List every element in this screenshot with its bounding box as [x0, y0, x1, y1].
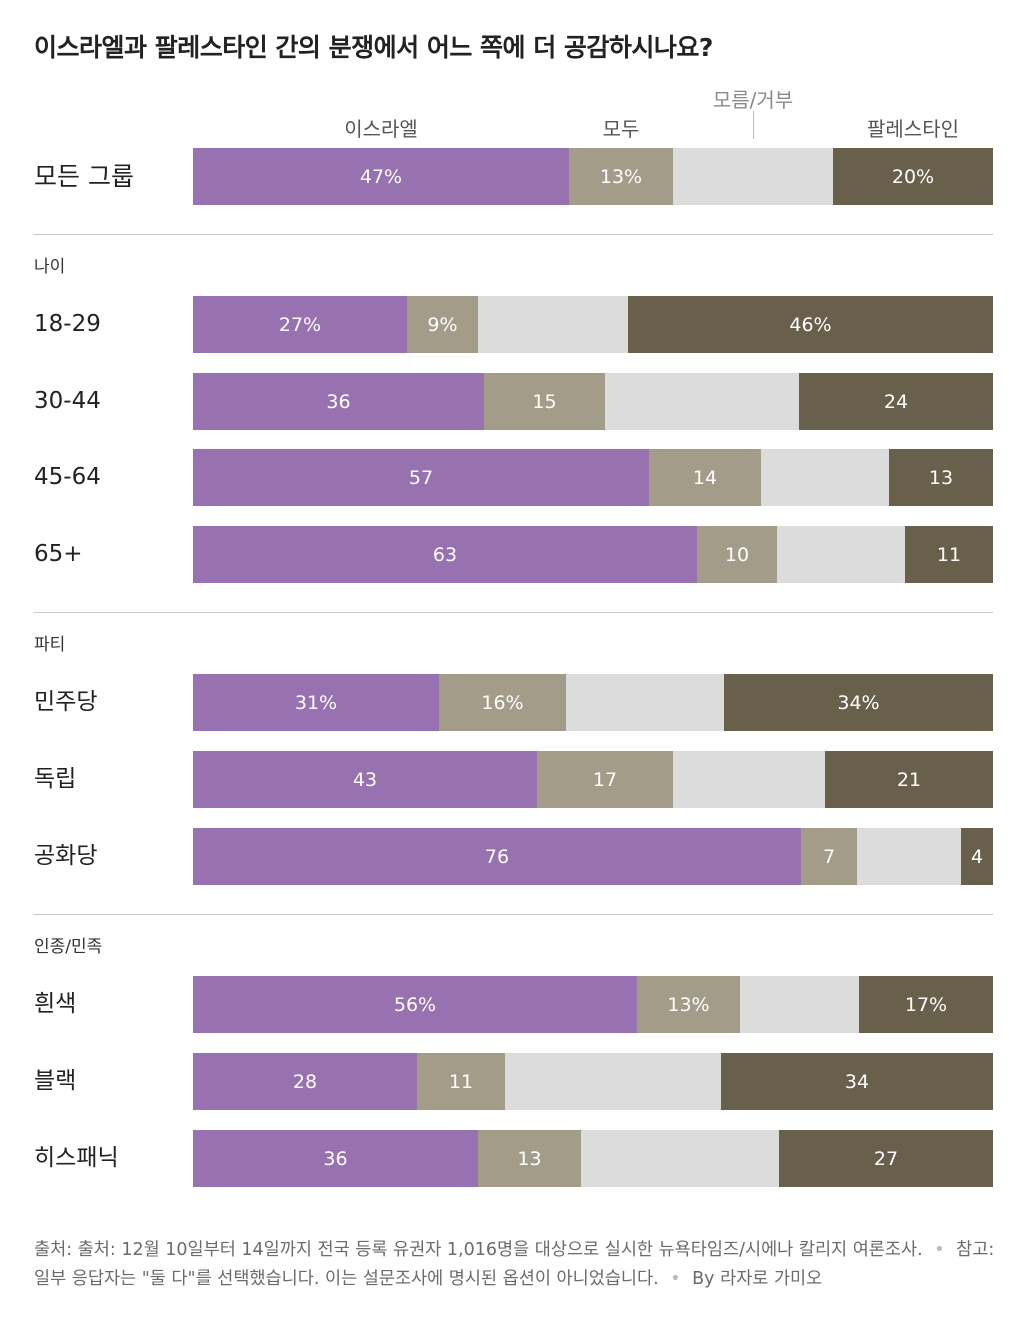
bar-segment-refuse [581, 1130, 779, 1187]
bar-segment-both: 14 [649, 449, 761, 506]
section-label: 파티 [34, 635, 66, 655]
bar-segment-both: 7 [801, 828, 857, 885]
stacked-bar: 76 7 4 [193, 828, 993, 885]
section-label: 인종/민족 [34, 937, 103, 957]
legend-label-0: 이스라엘 [344, 117, 418, 141]
stacked-bar: 28 11 34 [193, 1053, 993, 1110]
bar-segment-refuse [857, 828, 961, 885]
bar-segment-palestine: 4 [961, 828, 993, 885]
bar-segment-both: 17 [537, 751, 673, 808]
row-label: 모든 그룹 [34, 162, 134, 191]
row-label: 30-44 [34, 388, 101, 414]
bar-segment-both: 13 [478, 1130, 581, 1187]
bar-segment-refuse [566, 674, 724, 731]
stacked-bar: 47% 13% 20% [193, 148, 993, 205]
bar-segment-israel: 47% [193, 148, 569, 205]
separator-dot: • [934, 1240, 945, 1260]
bar-segment-palestine: 13 [889, 449, 993, 506]
separator-dot: • [670, 1269, 681, 1289]
bar-segment-both: 10 [697, 526, 777, 583]
bar-segment-palestine: 21 [825, 751, 993, 808]
bar-segment-both: 13% [569, 148, 673, 205]
stacked-bar: 57 14 13 [193, 449, 993, 506]
bar-segment-israel: 28 [193, 1053, 417, 1110]
bar-segment-palestine: 27 [779, 1130, 993, 1187]
bar-segment-refuse [605, 373, 799, 430]
row-label: 민주당 [34, 689, 98, 715]
bar-segment-israel: 76 [193, 828, 801, 885]
bar-segment-israel: 27% [193, 296, 407, 353]
bar-segment-palestine: 46% [628, 296, 993, 353]
legend-label-1: 모두 [602, 117, 640, 141]
row-label: 45-64 [34, 464, 101, 490]
credit-text: By 라자로 가미오 [692, 1269, 823, 1289]
section-divider [34, 612, 993, 613]
legend-label-3: 팔레스타인 [867, 117, 959, 141]
section-divider [34, 914, 993, 915]
bar-segment-refuse [673, 148, 833, 205]
bar-segment-refuse [777, 526, 905, 583]
bar-segment-israel: 36 [193, 373, 484, 430]
row-label: 18-29 [34, 311, 101, 337]
bar-segment-refuse [478, 296, 628, 353]
stacked-bar: 63 10 11 [193, 526, 993, 583]
source-text: 출처: 출처: 12월 10일부터 14일까지 전국 등록 유권자 1,016명… [34, 1240, 923, 1260]
row-label: 블랙 [34, 1068, 77, 1094]
section-label: 나이 [34, 257, 66, 277]
note-text: 참고: 일부 응답자는 "둘 다"를 선택했습니다. 이는 설문조사에 명시된 … [34, 1240, 995, 1289]
refuse-header-tick [753, 111, 754, 139]
bar-segment-palestine: 34 [721, 1053, 993, 1110]
bar-segment-israel: 57 [193, 449, 649, 506]
bar-segment-israel: 31% [193, 674, 439, 731]
bar-segment-palestine: 17% [859, 976, 993, 1033]
bar-segment-israel: 63 [193, 526, 697, 583]
bar-segment-israel: 36 [193, 1130, 478, 1187]
stacked-bar: 27% 9% 46% [193, 296, 993, 353]
row-label: 히스패닉 [34, 1145, 119, 1171]
bar-segment-both: 11 [417, 1053, 505, 1110]
stacked-bar: 36 15 24 [193, 373, 993, 430]
source-note: 출처: 출처: 12월 10일부터 14일까지 전국 등록 유권자 1,016명… [34, 1236, 999, 1294]
bar-segment-palestine: 20% [833, 148, 993, 205]
stacked-bar: 36 13 27 [193, 1130, 993, 1187]
bar-segment-both: 13% [637, 976, 740, 1033]
bar-segment-israel: 56% [193, 976, 637, 1033]
bar-segment-both: 15 [484, 373, 605, 430]
row-label: 공화당 [34, 843, 98, 869]
bar-segment-israel: 43 [193, 751, 537, 808]
row-label: 흰색 [34, 991, 77, 1017]
section-divider [34, 234, 993, 235]
row-label: 65+ [34, 541, 83, 567]
bar-segment-refuse [505, 1053, 721, 1110]
bar-segment-refuse [740, 976, 859, 1033]
bar-segment-both: 9% [407, 296, 478, 353]
row-label: 독립 [34, 766, 77, 792]
bar-segment-both: 16% [439, 674, 566, 731]
stacked-bar: 43 17 21 [193, 751, 993, 808]
chart-title: 이스라엘과 팔레스타인 간의 분쟁에서 어느 쪽에 더 공감하시나요? [34, 33, 713, 62]
bar-segment-refuse [673, 751, 825, 808]
bar-segment-palestine: 34% [724, 674, 993, 731]
stacked-bar: 56% 13% 17% [193, 976, 993, 1033]
stacked-bar: 31% 16% 34% [193, 674, 993, 731]
bar-segment-palestine: 11 [905, 526, 993, 583]
bar-segment-palestine: 24 [799, 373, 993, 430]
legend-label-2: 모름/거부 [712, 88, 794, 112]
bar-segment-refuse [761, 449, 889, 506]
